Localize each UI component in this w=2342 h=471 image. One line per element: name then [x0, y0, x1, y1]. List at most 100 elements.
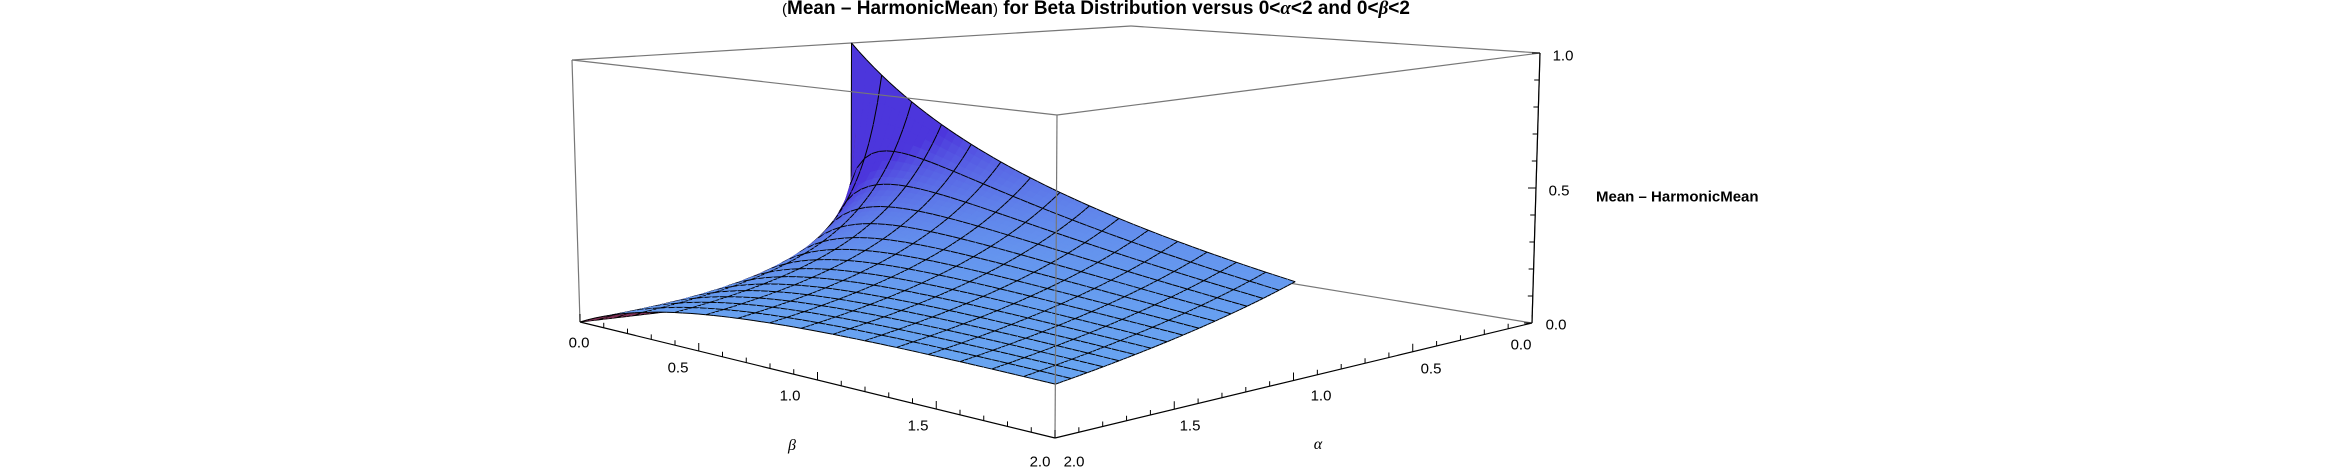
- mesh-line: [851, 291, 857, 295]
- mesh-line: [1174, 292, 1180, 296]
- mesh-line: [1164, 246, 1170, 250]
- mesh-line: [873, 332, 882, 336]
- mesh-line: [841, 329, 846, 332]
- mesh-line: [707, 307, 716, 310]
- mesh-line: [1008, 195, 1014, 201]
- mesh-line: [1097, 230, 1103, 235]
- mesh-line: [769, 322, 778, 325]
- mesh-line: [1033, 243, 1039, 248]
- mesh-line: [1074, 198, 1083, 204]
- mesh-line: [1219, 268, 1225, 273]
- mesh-line: [1047, 229, 1056, 234]
- mesh-line: [918, 303, 927, 306]
- mesh-line: [982, 272, 987, 276]
- mesh-line: [1029, 246, 1034, 250]
- mesh-line: [868, 184, 877, 187]
- mesh-line: [1001, 276, 1010, 280]
- mesh-line: [910, 322, 916, 326]
- mesh-line: [980, 316, 989, 320]
- mesh-line: [993, 157, 1002, 163]
- mesh-line: [980, 258, 989, 261]
- mesh-line: [1228, 264, 1233, 268]
- mesh-line: [1063, 277, 1069, 281]
- mesh-line: [830, 300, 835, 303]
- mesh-line: [878, 238, 884, 243]
- mesh-line: [851, 274, 857, 278]
- mesh-line: [808, 247, 814, 252]
- mesh-line: [1270, 291, 1276, 295]
- mesh-line: [938, 327, 947, 331]
- mesh-line: [856, 291, 865, 295]
- mesh-line: [905, 185, 914, 188]
- mesh-line: [956, 206, 962, 211]
- mesh-line: [1236, 261, 1244, 266]
- mesh-line: [890, 253, 896, 258]
- mesh-line: [907, 226, 916, 230]
- mesh-line: [877, 280, 883, 284]
- mesh-line: [945, 339, 954, 342]
- mesh-line: [909, 214, 915, 220]
- mesh-line: [1105, 224, 1111, 229]
- mesh-line: [1012, 195, 1021, 200]
- mesh-line: [990, 297, 999, 301]
- mesh-line: [861, 185, 870, 190]
- mesh-line: [975, 294, 984, 297]
- mesh-line: [813, 303, 822, 307]
- mesh-line: [1233, 289, 1241, 293]
- mesh-line: [879, 211, 885, 217]
- mesh-line: [908, 243, 914, 247]
- mesh-line: [999, 204, 1005, 209]
- mesh-line: [826, 323, 835, 327]
- mesh-line: [992, 286, 1001, 290]
- mesh-line: [920, 343, 930, 346]
- mesh-line: [587, 317, 596, 321]
- mesh-line: [977, 282, 985, 286]
- mesh-line: [1280, 276, 1288, 280]
- mesh-line: [777, 323, 786, 327]
- mesh-line: [895, 251, 901, 255]
- mesh-line: [919, 293, 928, 296]
- mesh-line: [918, 210, 926, 214]
- mesh-line: [888, 313, 893, 316]
- mesh-line: [917, 338, 922, 341]
- mesh-line: [1265, 271, 1274, 276]
- mesh-line: [762, 313, 772, 316]
- mesh-line: [984, 284, 993, 288]
- mesh-line: [925, 278, 931, 282]
- mesh-line: [1120, 329, 1129, 333]
- mesh-line: [942, 329, 947, 333]
- mesh-line: [1132, 290, 1138, 294]
- mesh-line: [1107, 303, 1116, 307]
- mesh-line: [1093, 261, 1099, 266]
- mesh-line: [923, 151, 929, 160]
- mesh-line: [1144, 261, 1152, 265]
- mesh-line: [925, 304, 934, 308]
- mesh-line: [697, 313, 706, 316]
- mesh-line: [970, 334, 979, 338]
- mesh-line: [982, 219, 988, 224]
- mesh-line: [827, 315, 836, 318]
- mesh-line: [1156, 251, 1162, 256]
- mesh-line: [912, 240, 918, 245]
- box-edge: [1130, 25, 1541, 54]
- mesh-line: [1089, 332, 1098, 336]
- mesh-line: [1003, 263, 1012, 267]
- mesh-line: [987, 173, 993, 180]
- mesh-line: [870, 262, 879, 265]
- mesh-line: [949, 309, 958, 313]
- mesh-line: [973, 225, 979, 230]
- mesh-line: [1005, 192, 1014, 197]
- mesh-line: [845, 328, 851, 331]
- mesh-line: [1169, 243, 1174, 248]
- mesh-line: [745, 318, 754, 322]
- mesh-line: [796, 309, 805, 313]
- mesh-line: [729, 316, 738, 319]
- mesh-line: [1020, 315, 1028, 319]
- mesh-line: [619, 312, 628, 315]
- mesh-line: [990, 330, 995, 333]
- mesh-line: [1101, 227, 1107, 232]
- mesh-line: [944, 176, 950, 184]
- mesh-line: [947, 319, 956, 323]
- mesh-line: [841, 326, 851, 330]
